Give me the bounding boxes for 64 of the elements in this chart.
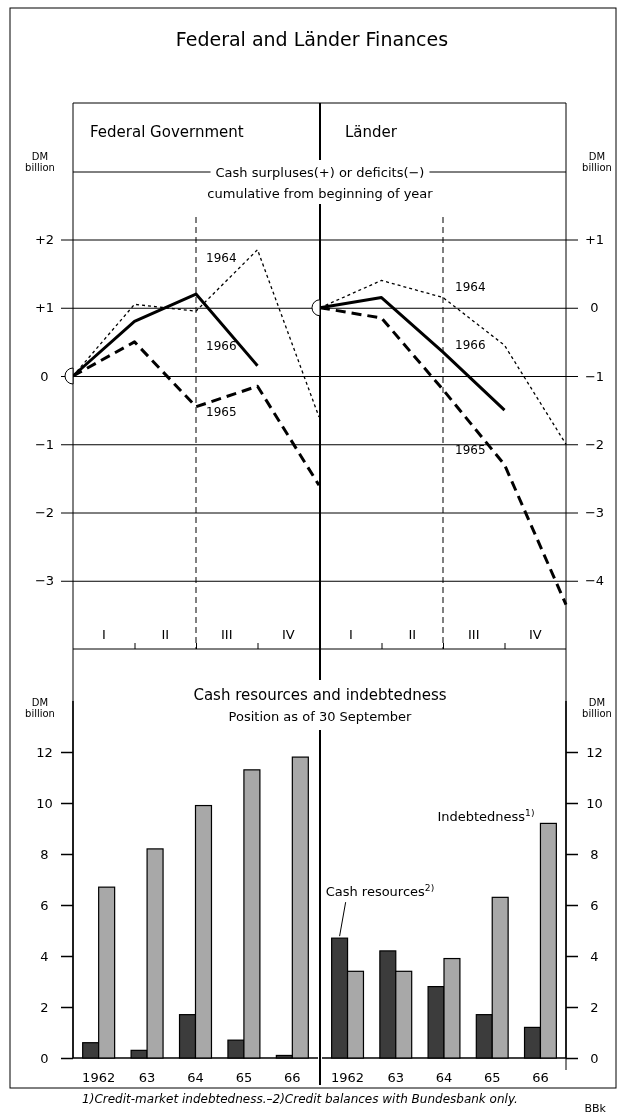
y-tick-label: −1 [584, 368, 605, 384]
y-tick-label: +1 [34, 300, 55, 316]
text: Cash surpluses(+) or deficits(−) cumulative from beginning of year [207, 165, 434, 201]
x-tick-label: 66 [284, 1070, 301, 1085]
y-tick-label: 0 [590, 1050, 599, 1066]
annotation: 1964 [455, 280, 486, 294]
y-tick-label: −3 [584, 505, 605, 521]
y-tick-label: 2 [40, 999, 49, 1015]
y-tick-label: 0 [40, 1050, 49, 1066]
y-tick-label: +2 [34, 232, 55, 248]
x-tick-label: 66 [532, 1070, 549, 1085]
y-tick-label: −4 [584, 573, 605, 589]
annotation: IV [281, 627, 295, 642]
text: Cash resources$^{2)}$ [325, 883, 435, 900]
series-label: Indebtedness$^{1)}$ [437, 808, 535, 825]
y-tick-label: 8 [40, 846, 49, 862]
text: 1)Credit-market indebtedness.–2)Credit balances with Bundesbank only. [82, 1092, 518, 1106]
annotation: 1965 [206, 405, 237, 419]
annotation: 1966 [206, 339, 237, 353]
y-axis-title: DM billion [25, 697, 55, 719]
y-tick-label: −3 [34, 573, 55, 589]
y-tick-label: 8 [590, 846, 599, 862]
annotation: III [221, 627, 233, 642]
annotation: III [468, 627, 480, 642]
text: Federal Government [90, 123, 244, 141]
y-axis-title: DM billion [582, 151, 612, 173]
y-tick-label: 0 [40, 368, 49, 384]
y-tick-label: 6 [590, 897, 599, 913]
annotation: 1964 [206, 251, 237, 265]
annotation: I [348, 627, 353, 642]
x-tick-label: 63 [387, 1070, 405, 1085]
y-tick-label: 2 [590, 999, 599, 1015]
text: Federal and Länder Finances [175, 28, 449, 50]
text: Länder [345, 123, 398, 141]
y-axis-title: DM billion [25, 151, 55, 173]
x-tick-label: 64 [435, 1070, 453, 1085]
y-tick-label: 12 [586, 744, 603, 760]
x-tick-label: 65 [235, 1070, 253, 1085]
text: BBk [584, 1102, 607, 1115]
y-tick-label: 4 [590, 948, 599, 964]
y-tick-label: 0 [590, 300, 599, 316]
annotation: II [408, 627, 417, 642]
y-tick-label: −2 [34, 505, 55, 521]
y-tick-label: 10 [36, 795, 53, 811]
x-tick-label: 64 [187, 1070, 204, 1085]
x-tick-label: 1962 [331, 1070, 365, 1085]
y-tick-label: 12 [36, 744, 53, 760]
y-axis-title: DM billion [582, 697, 612, 719]
chart-title: Cash resources and indebtedness [193, 686, 447, 704]
annotation: II [161, 627, 170, 642]
x-tick-label: 65 [483, 1070, 501, 1085]
y-tick-label: 4 [40, 948, 49, 964]
y-tick-label: 6 [40, 897, 49, 913]
y-tick-label: 10 [586, 795, 603, 811]
annotation: I [101, 627, 106, 642]
annotation: 1965 [455, 443, 486, 457]
annotation: IV [528, 627, 542, 642]
y-tick-label: +1 [584, 232, 605, 248]
x-tick-label: 63 [138, 1070, 156, 1085]
y-tick-label: −2 [584, 436, 605, 452]
text: Position as of 30 September [228, 709, 413, 724]
x-tick-label: 1962 [82, 1070, 116, 1085]
y-tick-label: −1 [34, 436, 55, 452]
annotation: 1966 [455, 338, 486, 352]
